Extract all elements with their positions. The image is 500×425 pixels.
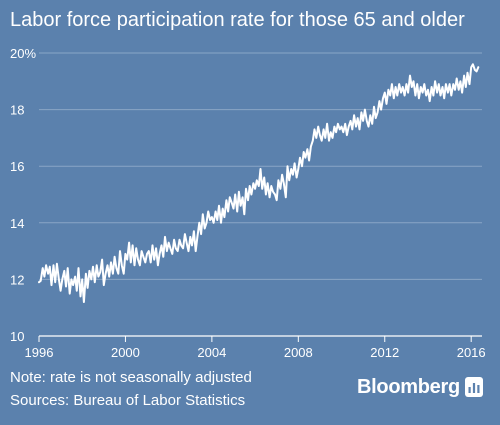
y-tick-label: 14: [10, 216, 24, 231]
x-tick-labels: 1996 2000 2004 2008 2012 2016: [25, 345, 486, 360]
x-tick-label: 1996: [25, 345, 54, 360]
x-tick-label: 2012: [370, 345, 399, 360]
chart-title: Labor force participation rate for those…: [10, 9, 465, 31]
x-tick-label: 2008: [284, 345, 313, 360]
x-axis: [38, 335, 482, 342]
x-tick-label: 2004: [197, 345, 226, 360]
bloomberg-logo-icon: [465, 377, 483, 397]
series-layer: [38, 63, 480, 303]
x-tick-label: 2000: [111, 345, 140, 360]
brand-logo: Bloomberg: [357, 376, 460, 398]
y-tick-label: 12: [10, 272, 24, 287]
y-tick-label: 16: [10, 159, 24, 174]
series-line: [38, 63, 480, 303]
y-tick-label: 10: [10, 329, 24, 344]
chart-source: Sources: Bureau of Labor Statistics: [10, 392, 246, 409]
gridlines: [39, 52, 482, 280]
y-tick-labels: 10 12 14 16 18 20%: [10, 46, 36, 344]
chart-note: Note: rate is not seasonally adjusted: [10, 369, 252, 386]
y-tick-label: 20%: [10, 46, 36, 61]
x-tick-label: 2016: [457, 345, 486, 360]
y-tick-label: 18: [10, 103, 24, 118]
